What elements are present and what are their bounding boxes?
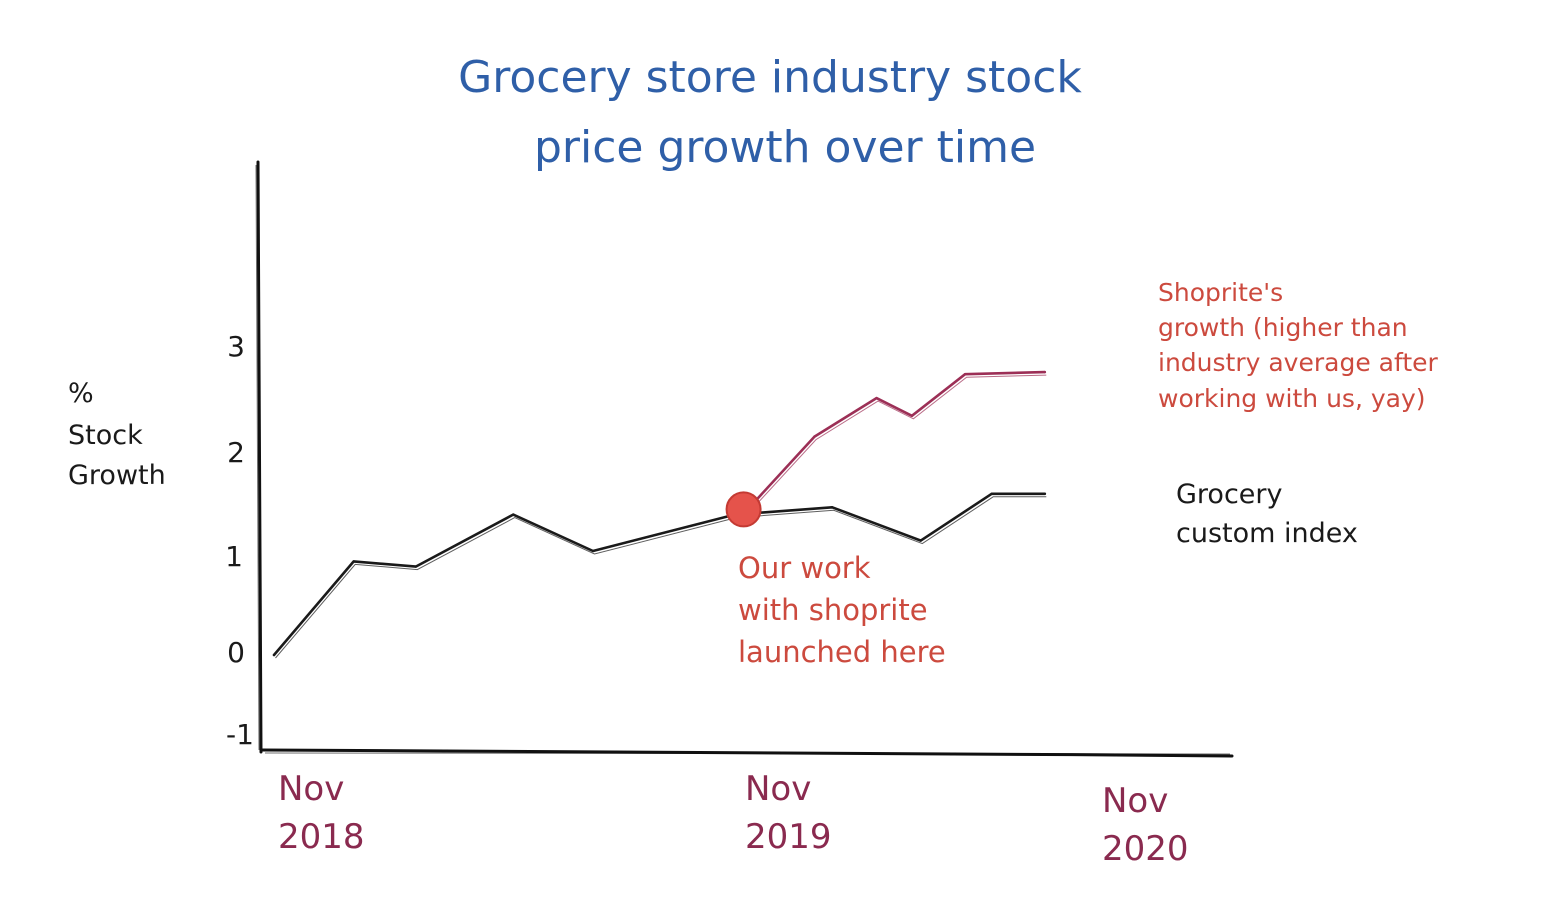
series-line-grocery-custom-index <box>272 492 1047 657</box>
y-axis-line-sketch <box>255 164 260 751</box>
launch-annotation: Our work with shoprite launched here <box>738 551 946 669</box>
x-tick-2019-year: 2019 <box>745 817 832 857</box>
y-tick-minus-1: -1 <box>226 718 254 751</box>
series-point-grocery-custom-index-1 <box>352 560 355 563</box>
index-text-line-1: Grocery <box>1176 479 1283 510</box>
x-axis-line-sketch <box>264 752 1231 755</box>
x-tick-labels: Nov 2018 Nov 2019 Nov 2020 <box>278 769 1189 869</box>
series-point-grocery-custom-index-9 <box>1043 492 1047 495</box>
y-label-line-1: % <box>68 378 94 409</box>
shoprite-annotation: Shoprite's growth (higher than industry … <box>1158 278 1439 413</box>
x-tick-2020-year: 2020 <box>1102 829 1189 869</box>
y-tick-1: 1 <box>225 540 243 573</box>
series-point-grocery-custom-index-3 <box>512 513 515 516</box>
series-point-shoprite-3 <box>910 414 914 417</box>
x-tick-2019-month: Nov <box>745 769 811 809</box>
series-point-shoprite-5 <box>1043 370 1047 374</box>
series-point-grocery-custom-index-8 <box>990 492 993 495</box>
launch-marker <box>725 491 762 528</box>
shoprite-text-line-1: Shoprite's <box>1158 278 1283 307</box>
axes <box>255 160 1234 758</box>
x-tick-2018-year: 2018 <box>278 817 365 857</box>
y-tick-labels: 3 2 1 0 -1 <box>225 330 254 751</box>
series-point-shoprite-2 <box>875 396 878 400</box>
x-tick-2018-month: Nov <box>278 769 344 809</box>
launch-text-line-2: with shoprite <box>738 593 928 627</box>
y-tick-0: 0 <box>227 636 245 669</box>
shoprite-text-line-4: working with us, yay) <box>1158 384 1426 413</box>
series-line-sketch-grocery-custom-index <box>275 496 1047 659</box>
chart-title-line-1: Grocery store industry stock <box>458 52 1082 103</box>
chart-title-line-2: price growth over time <box>534 122 1036 173</box>
y-axis-label: % Stock Growth <box>68 378 166 491</box>
y-label-line-2: Stock <box>68 420 143 451</box>
series-layer <box>272 370 1047 659</box>
index-text-line-2: custom index <box>1176 518 1358 549</box>
y-tick-3: 3 <box>227 330 245 363</box>
series-line-sketch-shoprite <box>753 374 1047 508</box>
launch-text-line-3: launched here <box>738 635 946 669</box>
y-label-line-3: Growth <box>68 460 166 491</box>
series-point-grocery-custom-index-7 <box>919 539 922 542</box>
series-point-grocery-custom-index-0 <box>272 653 276 657</box>
series-point-shoprite-4 <box>963 373 967 376</box>
shoprite-text-line-3: industry average after <box>1158 348 1439 377</box>
index-annotation: Grocery custom index <box>1176 479 1358 549</box>
x-axis-line <box>260 748 1234 758</box>
series-point-grocery-custom-index-4 <box>591 549 595 553</box>
launch-text-line-1: Our work <box>738 551 871 585</box>
y-axis-line <box>256 160 263 754</box>
shoprite-text-line-2: growth (higher than <box>1158 313 1408 342</box>
series-point-shoprite-1 <box>813 435 816 438</box>
series-point-grocery-custom-index-6 <box>830 506 834 509</box>
series-point-grocery-custom-index-2 <box>414 565 417 568</box>
series-line-shoprite <box>751 370 1047 506</box>
x-tick-2020-month: Nov <box>1102 781 1168 821</box>
y-tick-2: 2 <box>227 436 245 469</box>
